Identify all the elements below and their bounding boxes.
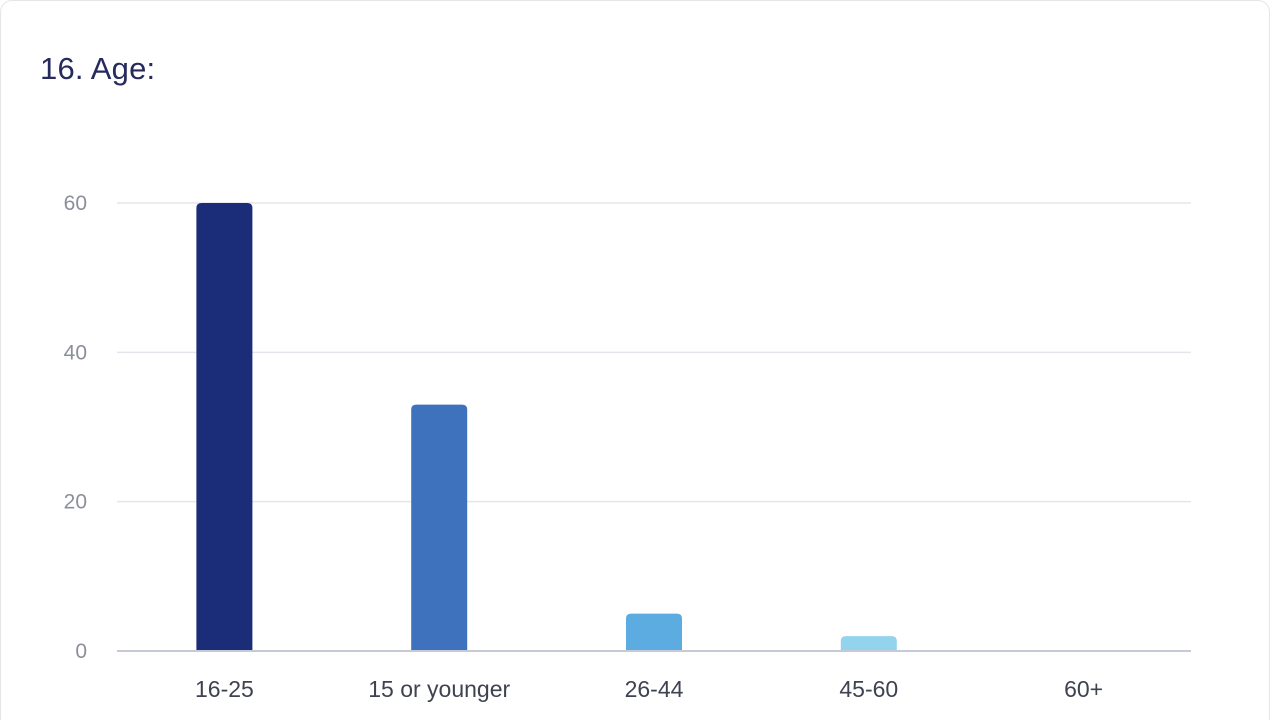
bar-26-44 — [626, 613, 682, 651]
x-tick-label: 26-44 — [625, 676, 684, 702]
y-tick-label: 20 — [64, 491, 87, 514]
x-tick-label: 15 or younger — [368, 676, 510, 702]
bar-16-25 — [196, 203, 253, 651]
chart-title: 16. Age: — [40, 51, 156, 86]
y-tick-label: 0 — [75, 640, 87, 663]
x-tick-label: 45-60 — [839, 676, 898, 702]
bar-45-60 — [840, 636, 897, 651]
x-tick-label: 16-25 — [195, 676, 254, 702]
y-tick-label: 40 — [64, 341, 87, 364]
x-tick-label: 60+ — [1064, 676, 1103, 702]
y-tick-label: 60 — [64, 192, 87, 215]
bar-15-or-younger — [411, 404, 468, 651]
